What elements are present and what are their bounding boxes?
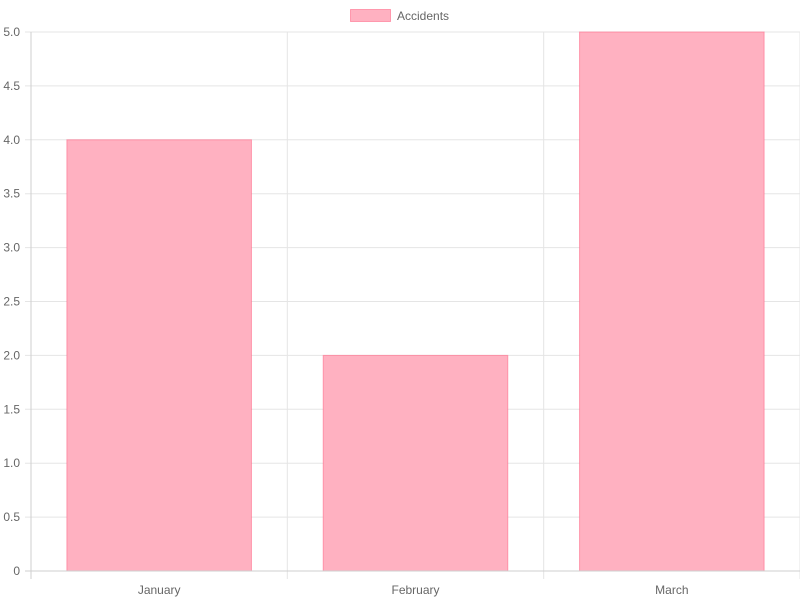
legend-label[interactable]: Accidents <box>397 9 449 23</box>
x-tick-label: January <box>138 583 181 597</box>
bar-march[interactable] <box>579 31 765 572</box>
y-tick-label: 4.5 <box>3 79 20 93</box>
legend-swatch[interactable] <box>350 9 391 22</box>
y-tick-label: 2.5 <box>3 295 20 309</box>
axes <box>25 32 800 579</box>
y-tick-label: 1.0 <box>3 456 20 470</box>
y-axis-ticks: 0 0.5 1.0 1.5 2.0 2.5 3.0 3.5 4.0 4.5 5.0 <box>3 25 20 578</box>
y-tick-label: 5.0 <box>3 25 20 39</box>
y-tick-label: 0.5 <box>3 510 20 524</box>
bar-february[interactable] <box>322 354 509 572</box>
bar-january[interactable] <box>66 139 252 572</box>
y-tick-label: 2.0 <box>3 348 20 362</box>
y-tick-label: 3.0 <box>3 241 20 255</box>
bars <box>66 31 765 572</box>
y-tick-label: 1.5 <box>3 402 20 416</box>
y-tick-label: 4.0 <box>3 133 20 147</box>
y-tick-label: 3.5 <box>3 187 20 201</box>
legend[interactable]: Accidents <box>350 9 450 23</box>
x-tick-label: February <box>391 583 439 597</box>
y-tick-label: 0 <box>13 564 20 578</box>
x-axis-ticks: January February March <box>138 583 689 597</box>
x-tick-label: March <box>655 583 688 597</box>
